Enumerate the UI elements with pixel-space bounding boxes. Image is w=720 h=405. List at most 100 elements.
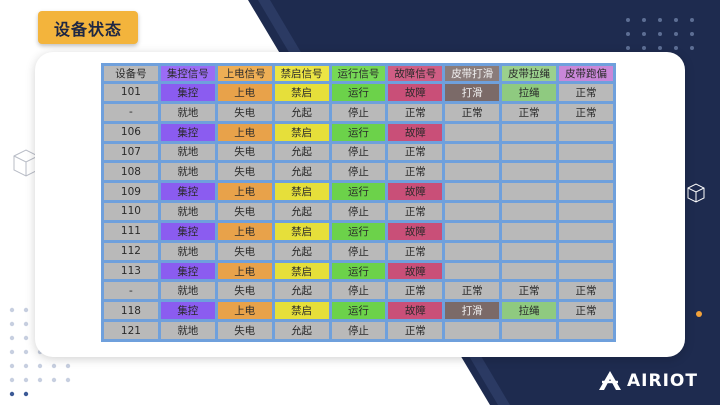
table-cell [445,163,500,181]
table-cell [502,143,556,161]
table-cell: 故障 [388,123,443,141]
table-cell: 失电 [217,203,272,220]
table-cell: 故障 [388,84,443,101]
table-cell: 运行 [331,84,386,101]
table-cell: 失电 [217,322,272,339]
table-cell [559,222,613,240]
table-cell [502,203,556,220]
table-cell: 失电 [217,163,272,181]
table-cell: 正常 [388,143,443,161]
table-cell: 正常 [559,302,613,320]
table-cell: 正常 [388,242,443,260]
table-row: 121 就地 失电 允起 停止 正常 [104,322,613,339]
table-cell: 上电 [217,84,272,101]
table-cell: 禁启 [274,84,329,101]
table-cell: 集控 [160,302,215,320]
table-cell: 故障 [388,262,443,280]
table-cell: 107 [104,143,158,161]
table-cell: 正常 [502,103,556,121]
table-cell: 就地 [160,242,215,260]
table-cell: 正常 [388,322,443,339]
table-cell: 112 [104,242,158,260]
table-cell: 就地 [160,143,215,161]
table-cell: 失电 [217,143,272,161]
table-cell [502,242,556,260]
table-cell [559,123,613,141]
logo-text: AIRIOT [627,371,698,391]
table-cell: - [104,282,158,300]
table-cell: 禁启 [274,123,329,141]
table-row: - 就地 失电 允起 停止 正常 正常 正常 正常 [104,282,613,300]
column-header: 皮带跑偏 [559,66,613,81]
table-cell: 就地 [160,203,215,220]
table-cell: 109 [104,183,158,201]
table-cell: 正常 [445,282,500,300]
table-cell [559,322,613,339]
table-cell: 允起 [274,203,329,220]
table-cell: 集控 [160,262,215,280]
table-cell: 上电 [217,183,272,201]
table-cell: 停止 [331,163,386,181]
table-cell: 110 [104,203,158,220]
table-cell: 允起 [274,242,329,260]
column-header: 运行信号 [331,66,386,81]
table-cell: 禁启 [274,183,329,201]
table-cell: 故障 [388,302,443,320]
table-cell: 停止 [331,143,386,161]
table-cell: 111 [104,222,158,240]
table-cell: 上电 [217,123,272,141]
table-row: 109 集控 上电 禁启 运行 故障 [104,183,613,201]
table-cell: 停止 [331,203,386,220]
table-cell: 正常 [388,203,443,220]
table-cell: 停止 [331,103,386,121]
table-cell: 故障 [388,183,443,201]
table-cell: 108 [104,163,158,181]
airiot-logo: AIRIOT [598,370,698,392]
table-cell: 正常 [559,84,613,101]
device-status-table: 设备号 集控信号 上电信号 禁启信号 运行信号 故障信号 皮带打滑 皮带拉绳 皮带跑偏 101 集… [101,63,616,342]
table-cell [502,322,556,339]
table-cell: 101 [104,84,158,101]
logo-mark-icon [599,371,621,390]
table-cell: 禁启 [274,302,329,320]
table-cell [502,222,556,240]
table-row: 112 就地 失电 允起 停止 正常 [104,242,613,260]
table-cell [502,123,556,141]
table-cell: 集控 [160,123,215,141]
table-cell [559,163,613,181]
table-cell: 拉绳 [502,302,556,320]
table-cell: 失电 [217,103,272,121]
table-cell: 运行 [331,302,386,320]
table-row: 106 集控 上电 禁启 运行 故障 [104,123,613,141]
column-header: 集控信号 [160,66,215,81]
table-cell [445,143,500,161]
table-header-row: 设备号 集控信号 上电信号 禁启信号 运行信号 故障信号 皮带打滑 皮带拉绳 皮带跑偏 [104,66,613,81]
table-cell: 允起 [274,322,329,339]
table-cell: 正常 [559,103,613,121]
table-cell [445,242,500,260]
table-row: 110 就地 失电 允起 停止 正常 [104,203,613,220]
table-cell: 正常 [559,282,613,300]
table-cell: 停止 [331,242,386,260]
column-header: 皮带拉绳 [502,66,556,81]
table-cell [445,322,500,339]
table-cell: 正常 [388,282,443,300]
table-cell: 118 [104,302,158,320]
table-cell: 运行 [331,262,386,280]
table-cell: 失电 [217,242,272,260]
column-header: 禁启信号 [274,66,329,81]
table-cell: 集控 [160,84,215,101]
table-cell: 就地 [160,103,215,121]
table-cell: 集控 [160,222,215,240]
table-cell: 106 [104,123,158,141]
table-cell [445,183,500,201]
table-cell [559,262,613,280]
table-cell: 正常 [445,103,500,121]
table-cell: 就地 [160,322,215,339]
table-cell: 允起 [274,163,329,181]
table-cell: 上电 [217,222,272,240]
column-header: 故障信号 [388,66,443,81]
table-cell [502,262,556,280]
table-cell [559,242,613,260]
orange-dot-decoration [696,311,702,317]
